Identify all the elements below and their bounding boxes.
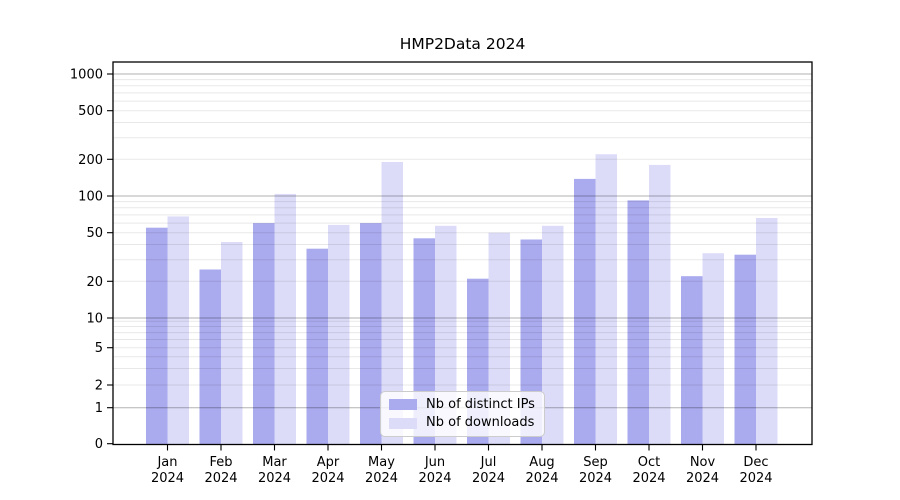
- plot-border: [112, 61, 813, 446]
- x-tick-label-year: 2024: [632, 471, 665, 486]
- bar-nb-of-downloads-nov-2024: [702, 253, 724, 445]
- legend: Nb of distinct IPs Nb of downloads: [380, 391, 545, 437]
- bar-nb-of-downloads-mar-2024: [274, 193, 296, 445]
- x-tick-label-year: 2024: [525, 471, 558, 486]
- y-tick-label: 50: [86, 226, 103, 241]
- x-tick-label-year: 2024: [311, 471, 344, 486]
- y-tick-label: 500: [78, 104, 103, 119]
- x-tick-label-year: 2024: [739, 471, 772, 486]
- y-tick-label: 2: [95, 379, 103, 394]
- y-tick-label: 10: [86, 312, 103, 327]
- bar-nb-of-downloads-jun-2024: [435, 225, 457, 445]
- bar-nb-of-downloads-sep-2024: [595, 154, 617, 445]
- x-tick-label-year: 2024: [151, 471, 184, 486]
- bar-nb-of-distinct-ips-dec-2024: [734, 254, 756, 445]
- bar-nb-of-distinct-ips-jan-2024: [146, 227, 168, 445]
- x-tick-label-month: Oct: [638, 455, 660, 470]
- x-tick-label-year: 2024: [472, 471, 505, 486]
- y-tick-label: 20: [86, 275, 103, 290]
- x-tick-label-month: Mar: [262, 455, 287, 470]
- x-tick-label-year: 2024: [579, 471, 612, 486]
- x-tick-label-month: Dec: [743, 455, 768, 470]
- bar-nb-of-distinct-ips-mar-2024: [253, 223, 275, 445]
- y-tick-label: 100: [78, 190, 103, 205]
- y-tick-label: 0: [95, 437, 103, 452]
- x-tick-label-month: Nov: [690, 455, 716, 470]
- bar-nb-of-distinct-ips-may-2024: [360, 223, 382, 445]
- x-tick-label-year: 2024: [204, 471, 237, 486]
- x-tick-label-year: 2024: [365, 471, 398, 486]
- x-tick-label-month: Jan: [156, 455, 177, 470]
- bar-nb-of-downloads-apr-2024: [328, 224, 350, 445]
- x-tick-label-month: Apr: [317, 455, 340, 470]
- x-axis: Jan2024Feb2024Mar2024Apr2024May2024Jun20…: [151, 444, 773, 486]
- series-nb-of-downloads: [167, 154, 778, 445]
- legend-label-distinct-ips: Nb of distinct IPs: [426, 396, 535, 412]
- x-tick-label-month: May: [368, 455, 395, 470]
- bar-nb-of-distinct-ips-oct-2024: [627, 200, 649, 445]
- legend-item-downloads: Nb of downloads: [389, 415, 538, 431]
- bar-nb-of-downloads-jan-2024: [167, 216, 189, 445]
- x-tick-label-month: Jul: [480, 455, 497, 470]
- bar-nb-of-downloads-oct-2024: [649, 164, 671, 445]
- legend-swatch-distinct-ips: [389, 399, 417, 411]
- legend-item-distinct-ips: Nb of distinct IPs: [389, 397, 538, 413]
- legend-swatch-downloads: [389, 417, 417, 429]
- bar-nb-of-distinct-ips-feb-2024: [199, 269, 221, 445]
- x-tick-label-month: Jun: [424, 455, 445, 470]
- y-tick-label: 1: [95, 401, 103, 416]
- bar-nb-of-downloads-aug-2024: [542, 225, 564, 445]
- legend-label-downloads: Nb of downloads: [426, 415, 535, 431]
- chart-title: HMP2Data 2024: [399, 35, 526, 53]
- bar-nb-of-downloads-dec-2024: [756, 218, 778, 445]
- x-tick-label-year: 2024: [258, 471, 291, 486]
- gridlines: [113, 73, 812, 409]
- y-tick-label: 1000: [70, 68, 103, 83]
- x-tick-label-month: Sep: [583, 455, 608, 470]
- x-tick-label-year: 2024: [686, 471, 719, 486]
- bar-nb-of-distinct-ips-apr-2024: [306, 248, 328, 445]
- x-tick-label-month: Feb: [209, 455, 232, 470]
- bar-nb-of-distinct-ips-sep-2024: [574, 178, 596, 445]
- bar-nb-of-distinct-ips-nov-2024: [681, 276, 703, 445]
- x-tick-label-year: 2024: [418, 471, 451, 486]
- bar-nb-of-downloads-may-2024: [381, 162, 403, 445]
- bar-nb-of-downloads-feb-2024: [221, 242, 243, 445]
- x-tick-label-month: Aug: [529, 455, 554, 470]
- y-axis: 0 1 2 5 10 20 50 100 200 500 1000: [70, 68, 113, 452]
- y-tick-label: 200: [78, 153, 103, 168]
- y-tick-label: 5: [95, 341, 103, 356]
